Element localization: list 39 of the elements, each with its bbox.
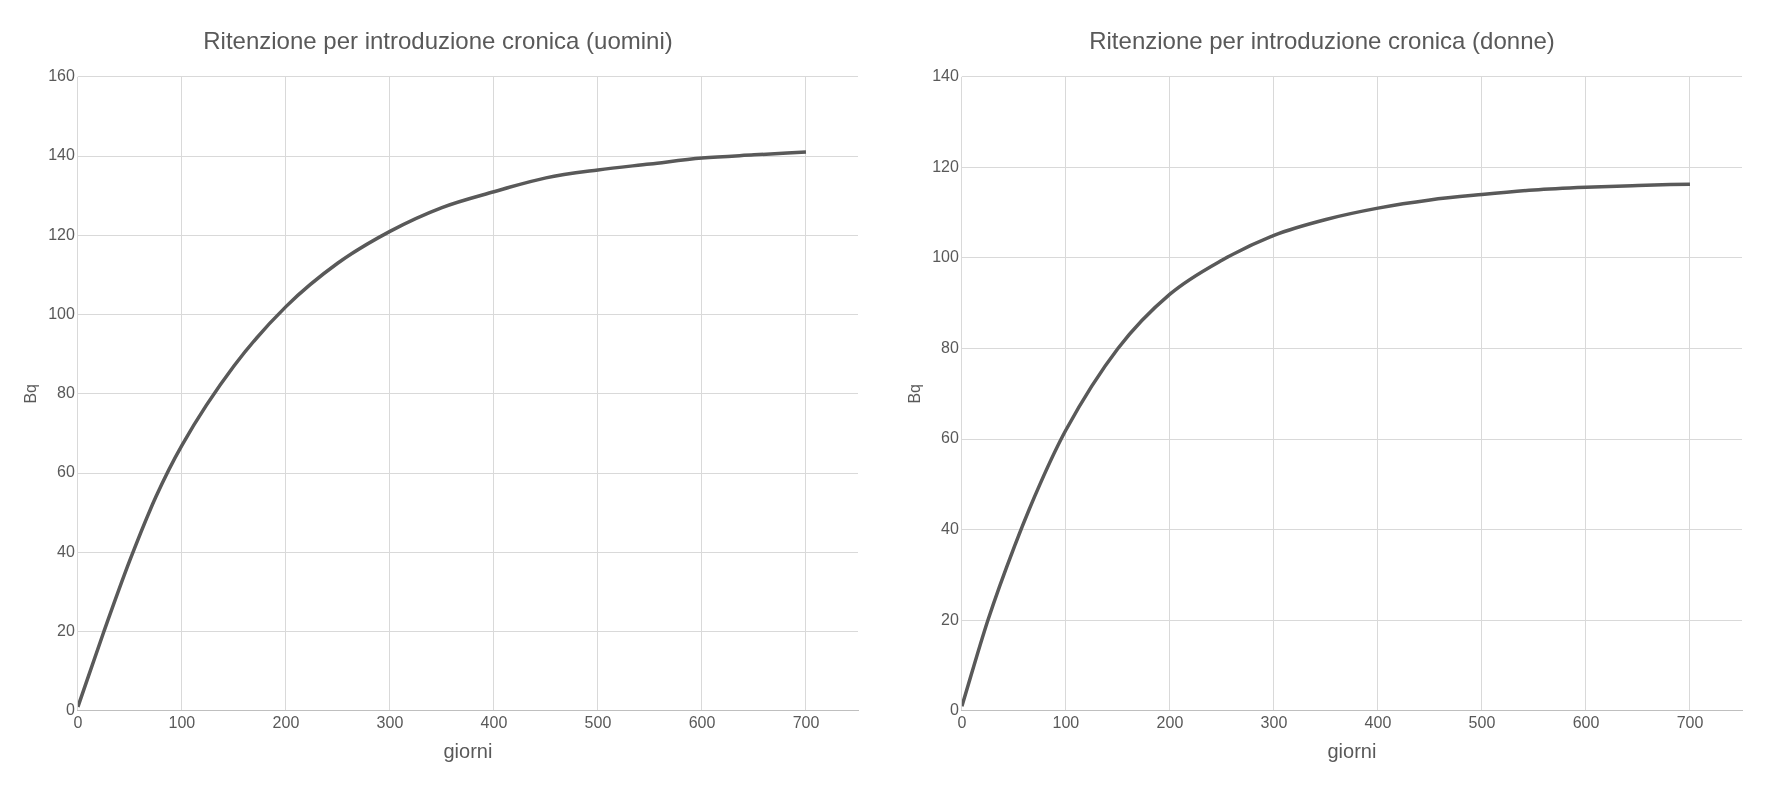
y-tick-label: 0 [949,701,959,719]
x-tick-label: 700 [792,713,820,731]
y-tick-label: 80 [941,338,959,356]
line-series [77,150,808,709]
y-tick-label: 100 [932,248,959,266]
y-tick-label: 80 [57,384,75,402]
y-tick-label: 40 [941,520,959,538]
y-tick-label: 120 [932,157,959,175]
x-tick-label: 600 [1572,713,1600,731]
x-tick-label: 400 [480,713,508,731]
chart-title: Ritenzione per introduzione cronica (donne) [1089,27,1555,55]
chart-title: Ritenzione per introduzione cronica (uomini) [203,27,673,55]
x-tick-label: 700 [1676,713,1704,731]
x-axis-title: giorni [1327,739,1377,762]
line-series [961,182,1692,709]
y-axis-title: Bq [22,384,40,404]
y-axis-title: Bq [906,384,924,404]
y-tick-label: 120 [48,225,75,243]
x-tick-label: 500 [584,713,612,731]
x-tick-label: 500 [1468,713,1496,731]
y-tick-label: 60 [941,429,959,447]
y-tick-label: 140 [932,67,959,85]
x-tick-label: 600 [688,713,716,731]
y-tick-label: 40 [57,542,75,560]
y-tick-label: 20 [57,621,75,639]
y-tick-label: 0 [65,701,75,719]
x-tick-label: 300 [376,713,404,731]
x-axis-title: giorni [443,739,493,762]
y-tick-label: 100 [48,304,75,322]
y-tick-label: 160 [48,67,75,85]
y-tick-label: 20 [941,610,959,628]
x-tick-label: 100 [1052,713,1080,731]
x-tick-label: 400 [1364,713,1392,731]
x-tick-label: 200 [1156,713,1184,731]
y-tick-label: 60 [57,463,75,481]
y-tick-label: 140 [48,146,75,164]
x-tick-label: 300 [1260,713,1288,731]
x-tick-label: 200 [272,713,300,731]
x-tick-label: 100 [168,713,196,731]
